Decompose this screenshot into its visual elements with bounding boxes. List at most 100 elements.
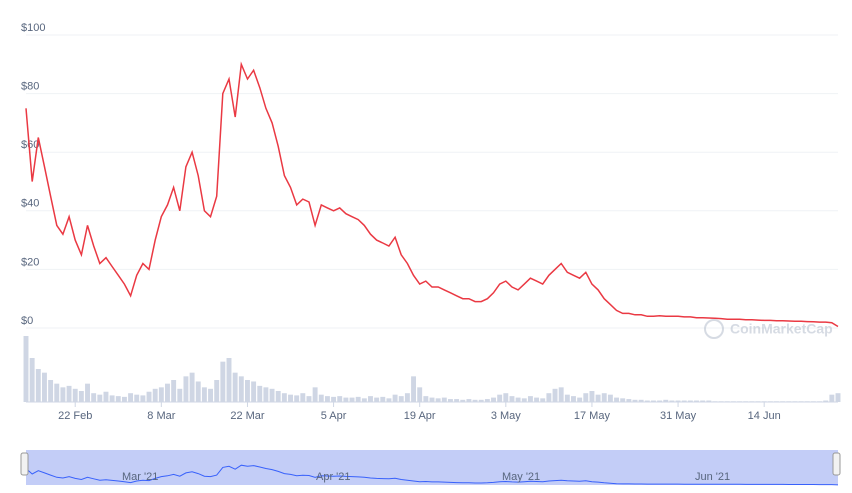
volume-bar	[577, 397, 583, 402]
volume-bar	[355, 396, 361, 402]
volume-bar	[515, 397, 521, 402]
x-tick-label: 22 Feb	[58, 410, 92, 422]
volume-bar	[694, 400, 699, 402]
volume-bar	[294, 395, 300, 402]
volume-bar	[195, 381, 201, 402]
volume-bar	[657, 400, 663, 402]
volume-bar	[244, 380, 250, 402]
volume-bar	[491, 397, 496, 402]
x-tick-label: 8 Mar	[147, 410, 175, 422]
volume-bar	[620, 398, 626, 402]
volume-bar	[300, 393, 306, 402]
volume-bar	[306, 396, 312, 402]
volume-bar	[349, 397, 355, 402]
volume-bar	[632, 399, 638, 402]
volume-bar	[29, 358, 35, 402]
volume-bar	[564, 394, 570, 402]
volume-bar	[607, 394, 613, 402]
volume-bar	[675, 400, 681, 402]
volume-bar	[552, 388, 558, 402]
volume-bar	[158, 387, 164, 402]
navigator-window[interactable]	[26, 450, 838, 485]
y-tick-label: $100	[21, 22, 45, 34]
volume-bar	[558, 387, 564, 402]
volume-bar	[72, 388, 78, 402]
volume-bar	[521, 398, 527, 402]
volume-bar	[589, 391, 595, 402]
volume-bar	[435, 398, 441, 402]
navigator-handle[interactable]	[832, 452, 841, 476]
volume-bar	[60, 387, 66, 402]
volume-bar	[288, 394, 293, 402]
x-tick-label: 22 Mar	[230, 410, 265, 422]
volume-bar	[466, 399, 472, 402]
volume-bar	[823, 400, 829, 402]
volume-bar	[201, 387, 207, 402]
volume-bar	[583, 393, 589, 402]
x-tick-label: 14 Jun	[748, 410, 781, 422]
volume-bar	[681, 400, 687, 402]
volume-bar	[472, 399, 478, 402]
volume-bar	[189, 372, 195, 402]
volume-bar	[226, 358, 232, 402]
volume-bar	[644, 400, 650, 402]
volume-bar	[829, 394, 835, 402]
volume-bar	[404, 393, 410, 402]
x-tick-label: 17 May	[574, 410, 611, 422]
volume-bar	[208, 388, 214, 402]
volume-bar	[700, 400, 706, 402]
y-tick-label: $0	[21, 315, 33, 327]
volume-bar	[91, 393, 97, 402]
volume-bar	[687, 400, 693, 402]
volume-bar	[546, 393, 552, 402]
volume-bar	[281, 393, 287, 402]
navigator-line	[25, 464, 839, 486]
volume-bar	[312, 387, 318, 402]
volume-bar	[534, 397, 540, 402]
navigator-handle[interactable]	[20, 452, 29, 476]
volume-bar	[478, 399, 484, 402]
volume-bar	[454, 399, 460, 402]
volume-bar	[614, 397, 620, 402]
volume-bar	[503, 393, 509, 402]
y-tick-label: $60	[21, 139, 39, 151]
volume-bar	[447, 399, 453, 402]
volume-bar	[540, 398, 546, 402]
volume-bar	[361, 398, 367, 402]
x-tick-label: 5 Apr	[321, 410, 347, 422]
volume-bar	[146, 391, 152, 402]
volume-bar	[214, 380, 220, 402]
volume-bar	[441, 397, 447, 402]
volume-bar	[128, 393, 134, 402]
navigator-label: Jun '21	[695, 471, 730, 483]
y-tick-label: $80	[21, 81, 39, 93]
volume-bar	[115, 396, 121, 402]
x-tick-label: 3 May	[491, 410, 521, 422]
volume-bar	[343, 397, 349, 402]
volume-bar	[48, 380, 54, 402]
y-tick-label: $20	[21, 256, 39, 268]
volume-bar	[337, 396, 343, 402]
navigator-label: Mar '21	[122, 471, 158, 483]
volume-bar	[183, 376, 189, 402]
volume-bar	[263, 387, 269, 402]
volume-bar	[571, 396, 576, 402]
volume-bar	[220, 361, 226, 402]
volume-bar	[152, 388, 158, 402]
volume-bar	[527, 396, 533, 402]
y-tick-label: $40	[21, 198, 39, 210]
volume-bar	[398, 396, 404, 402]
volume-bar	[318, 394, 324, 402]
volume-bar	[484, 399, 490, 402]
price-line	[25, 61, 839, 328]
volume-bar	[417, 387, 423, 402]
volume-bar	[380, 396, 386, 402]
volume-bar	[374, 397, 380, 402]
volume-bar	[121, 396, 127, 402]
volume-bar	[78, 391, 84, 402]
volume-bar	[460, 399, 466, 402]
volume-bar	[411, 376, 417, 402]
volume-bar	[324, 396, 330, 402]
volume-bar	[331, 396, 337, 402]
